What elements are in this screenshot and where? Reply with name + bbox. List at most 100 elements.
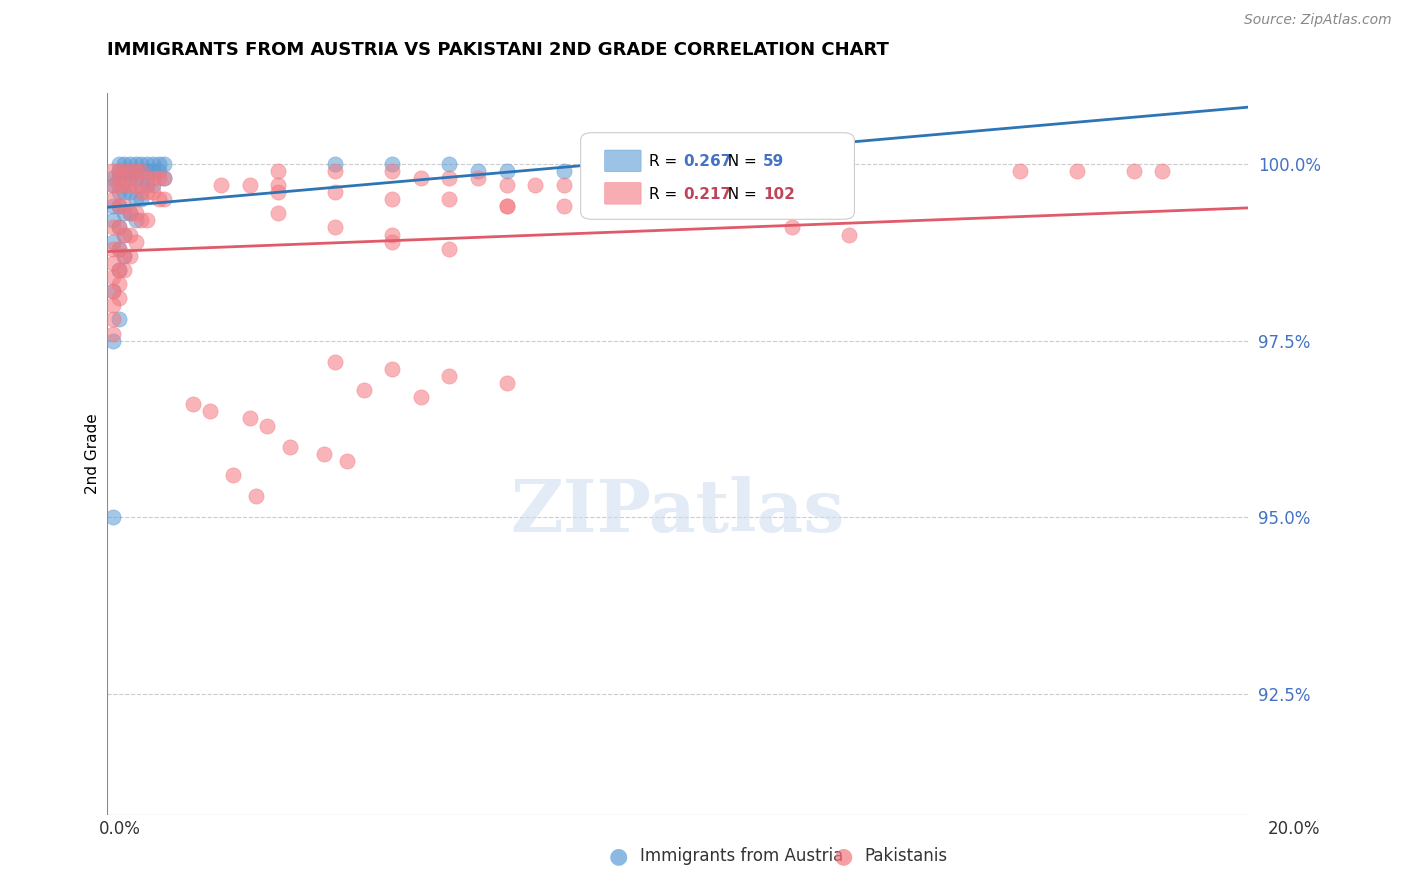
Point bbox=[112, 249, 135, 263]
Point bbox=[153, 170, 176, 185]
Text: 20.0%: 20.0% bbox=[1267, 820, 1320, 838]
Point bbox=[112, 206, 135, 220]
Point bbox=[267, 185, 290, 199]
Text: 59: 59 bbox=[763, 154, 785, 169]
Point bbox=[101, 213, 124, 227]
Point bbox=[198, 404, 221, 418]
Point bbox=[101, 334, 124, 348]
Point bbox=[267, 178, 290, 192]
Point bbox=[336, 454, 359, 468]
Point bbox=[136, 170, 159, 185]
Point bbox=[101, 178, 124, 192]
Point bbox=[381, 157, 404, 171]
Point bbox=[467, 164, 489, 178]
Point bbox=[780, 220, 803, 235]
Point bbox=[107, 199, 129, 213]
Point bbox=[666, 185, 689, 199]
Point bbox=[107, 164, 129, 178]
Point bbox=[267, 164, 290, 178]
Point bbox=[325, 185, 347, 199]
Point bbox=[101, 326, 124, 341]
Point bbox=[439, 192, 461, 206]
Point bbox=[1122, 164, 1144, 178]
Point bbox=[222, 468, 245, 483]
Point bbox=[101, 178, 124, 192]
Text: 0.267: 0.267 bbox=[683, 154, 731, 169]
Point bbox=[780, 157, 803, 171]
Point bbox=[112, 199, 135, 213]
Point bbox=[381, 362, 404, 376]
Point bbox=[325, 220, 347, 235]
Point bbox=[495, 199, 517, 213]
Point bbox=[107, 220, 129, 235]
Point bbox=[666, 164, 689, 178]
Point bbox=[125, 170, 148, 185]
Point bbox=[381, 227, 404, 242]
Point bbox=[553, 199, 575, 213]
Point bbox=[112, 249, 135, 263]
Text: N =: N = bbox=[717, 186, 761, 202]
Point bbox=[107, 157, 129, 171]
Point bbox=[107, 178, 129, 192]
Point bbox=[120, 178, 142, 192]
Point bbox=[278, 440, 301, 454]
Point bbox=[136, 178, 159, 192]
Point bbox=[120, 206, 142, 220]
Point bbox=[553, 178, 575, 192]
Point bbox=[125, 164, 148, 178]
Text: Source: ZipAtlas.com: Source: ZipAtlas.com bbox=[1244, 13, 1392, 28]
Point bbox=[120, 170, 142, 185]
Point bbox=[409, 170, 432, 185]
Point bbox=[136, 157, 159, 171]
Point bbox=[125, 206, 148, 220]
Point bbox=[101, 242, 124, 256]
Point bbox=[125, 178, 148, 192]
Text: ●: ● bbox=[609, 847, 628, 866]
Point bbox=[120, 206, 142, 220]
Point bbox=[112, 227, 135, 242]
Point bbox=[101, 164, 124, 178]
Point bbox=[112, 227, 135, 242]
Point bbox=[131, 185, 153, 199]
Text: IMMIGRANTS FROM AUSTRIA VS PAKISTANI 2ND GRADE CORRELATION CHART: IMMIGRANTS FROM AUSTRIA VS PAKISTANI 2ND… bbox=[107, 41, 889, 59]
Point bbox=[142, 170, 165, 185]
Point bbox=[325, 164, 347, 178]
Point bbox=[107, 242, 129, 256]
Point bbox=[153, 157, 176, 171]
Point bbox=[101, 256, 124, 270]
Point bbox=[131, 157, 153, 171]
FancyBboxPatch shape bbox=[581, 133, 855, 219]
Point bbox=[838, 227, 860, 242]
Point bbox=[142, 164, 165, 178]
Point bbox=[107, 185, 129, 199]
Point bbox=[112, 263, 135, 277]
Point bbox=[101, 235, 124, 249]
Point bbox=[107, 199, 129, 213]
Point bbox=[112, 157, 135, 171]
Text: ●: ● bbox=[834, 847, 853, 866]
Point bbox=[125, 192, 148, 206]
Text: 102: 102 bbox=[763, 186, 794, 202]
Point bbox=[1008, 164, 1031, 178]
Text: 0.217: 0.217 bbox=[683, 186, 731, 202]
Point bbox=[120, 164, 142, 178]
Point bbox=[439, 369, 461, 384]
Text: R =: R = bbox=[650, 186, 682, 202]
Point bbox=[148, 170, 170, 185]
Point bbox=[1066, 164, 1088, 178]
Point bbox=[101, 199, 124, 213]
Point bbox=[131, 164, 153, 178]
Y-axis label: 2nd Grade: 2nd Grade bbox=[86, 413, 100, 494]
Point bbox=[125, 157, 148, 171]
Text: N =: N = bbox=[717, 154, 761, 169]
Point bbox=[101, 192, 124, 206]
Point bbox=[101, 170, 124, 185]
Point bbox=[553, 164, 575, 178]
Point bbox=[239, 411, 262, 425]
Point bbox=[107, 277, 129, 291]
Point bbox=[107, 291, 129, 305]
Point bbox=[1152, 164, 1174, 178]
Point bbox=[112, 170, 135, 185]
Point bbox=[142, 185, 165, 199]
Point bbox=[101, 298, 124, 312]
